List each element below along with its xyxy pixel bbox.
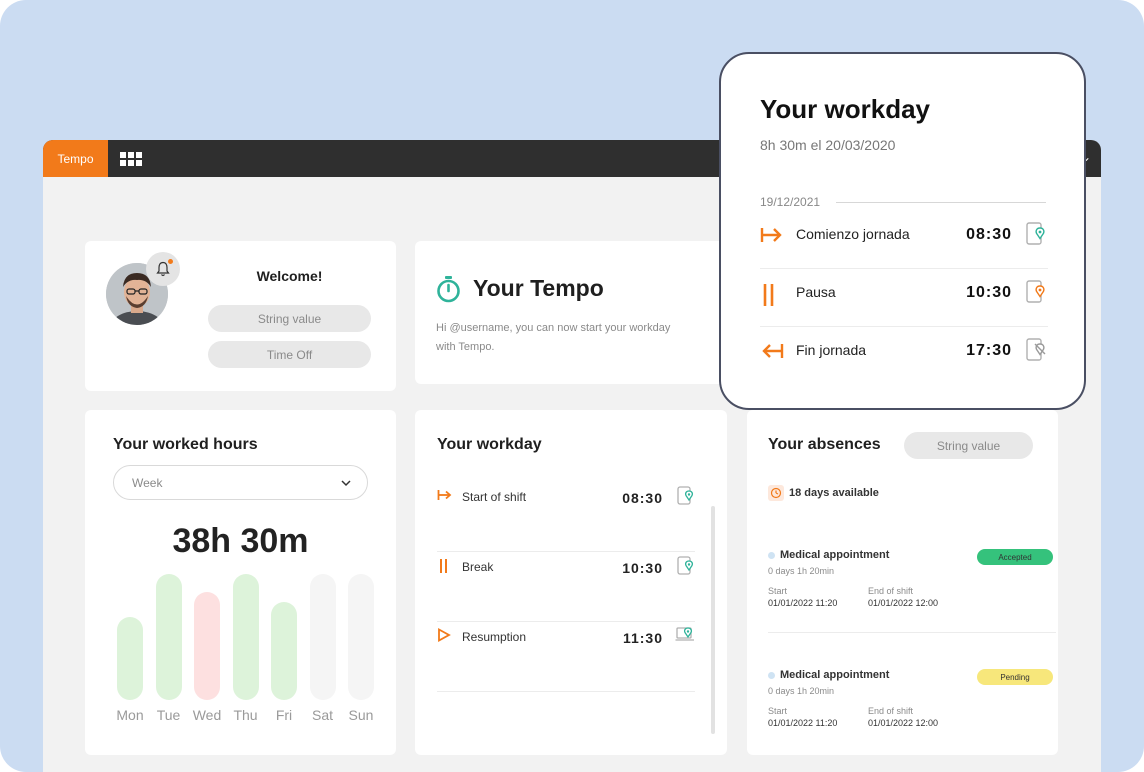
popup-row-time: 08:30 — [966, 226, 1012, 243]
day-label: Sat — [311, 707, 333, 723]
workday-row: Start of shift 08:30 — [437, 482, 695, 552]
notification-dot — [168, 259, 173, 264]
popup-row: Fin jornada 17:30 — [760, 327, 1048, 385]
absence-start-value: 01/01/2022 11:20 — [768, 718, 838, 728]
absences-title: Your absences — [768, 436, 881, 453]
absence-duration: 0 days 1h 20min — [768, 686, 835, 696]
tempo-card: Your Tempo Hi @username, you can now sta… — [415, 241, 745, 384]
days-available-text: 18 days available — [789, 487, 879, 499]
popup-row: Pausa 10:30 — [760, 269, 1048, 327]
end-shift-icon — [762, 344, 784, 358]
workday-row-label: Break — [462, 560, 494, 574]
tempo-description: Hi @username, you can now start your wor… — [436, 322, 671, 353]
absence-end-value: 01/01/2022 12:00 — [868, 598, 939, 608]
absence-start-value: 01/01/2022 11:20 — [768, 598, 838, 608]
status-badge: Pending — [977, 669, 1053, 685]
workday-row-label: Resumption — [462, 630, 527, 644]
play-icon — [438, 628, 451, 642]
hours-bar-chart — [117, 570, 374, 700]
welcome-title: Welcome! — [256, 268, 323, 284]
absence-item[interactable]: Medical appointment 0 days 1h 20min Star… — [768, 549, 1056, 659]
day-label: Mon — [116, 707, 144, 723]
no-location-device-icon[interactable] — [1026, 338, 1048, 362]
pause-icon — [763, 284, 774, 306]
absences-card: Your absences String value 18 days avail… — [747, 410, 1058, 755]
absence-name: Medical appointment — [768, 549, 889, 561]
start-shift-icon — [437, 490, 452, 500]
absence-end-label: End of shift — [868, 706, 914, 716]
day-bar-wed — [194, 592, 220, 700]
workday-row-time: 10:30 — [622, 560, 663, 576]
bell-icon — [156, 261, 170, 277]
popup-row-label: Comienzo jornada — [796, 226, 910, 242]
workday-row: Resumption 11:30 — [437, 622, 695, 692]
absence-name: Medical appointment — [768, 669, 889, 681]
workday-row-label: Start of shift — [462, 490, 527, 504]
location-device-icon[interactable] — [1026, 280, 1048, 304]
absence-duration: 0 days 1h 20min — [768, 566, 835, 576]
period-select[interactable]: Week — [113, 465, 368, 500]
workday-row-time: 11:30 — [622, 630, 663, 646]
popup-row: Comienzo jornada 08:30 — [760, 211, 1048, 269]
day-bar-mon — [117, 617, 143, 700]
chevron-down-icon — [341, 480, 351, 487]
status-badge: Accepted — [977, 549, 1053, 565]
popup-row-label: Fin jornada — [796, 342, 867, 358]
popup-subtitle: 8h 30m el 20/03/2020 — [760, 137, 896, 153]
day-bar-sun — [348, 574, 374, 700]
popup-row-time: 17:30 — [966, 342, 1012, 359]
location-device-icon[interactable] — [1026, 222, 1048, 246]
day-bar-sat — [309, 574, 336, 700]
workday-row: Break 10:30 — [437, 552, 695, 622]
stopwatch-icon — [437, 276, 460, 303]
day-label: Fri — [275, 707, 293, 723]
absence-start-label: Start — [768, 706, 788, 716]
popup-row-label: Pausa — [796, 284, 836, 300]
days-available: 18 days available — [768, 485, 879, 501]
day-bar-thu — [232, 574, 259, 700]
app-grid-icon[interactable] — [120, 152, 142, 166]
absence-end-label: End of shift — [868, 586, 914, 596]
day-label: Sun — [348, 707, 374, 723]
absence-item[interactable]: Medical appointment 0 days 1h 20min Star… — [768, 669, 1056, 755]
location-device-icon[interactable] — [677, 556, 695, 576]
start-shift-icon — [760, 228, 782, 242]
workday-card: Your workday Start of shift 08:30 Break … — [415, 410, 727, 755]
workday-title: Your workday — [437, 436, 542, 453]
divider — [836, 202, 1046, 203]
absences-filter-button[interactable]: String value — [904, 432, 1033, 459]
pause-icon — [440, 559, 447, 573]
popup-title: Your workday — [760, 94, 931, 124]
day-label: Wed — [192, 707, 222, 723]
absence-end-value: 01/01/2022 12:00 — [868, 718, 939, 728]
popup-row-time: 10:30 — [966, 284, 1012, 301]
workday-row-time: 08:30 — [622, 490, 663, 506]
divider — [768, 632, 1056, 633]
day-bar-fri — [271, 602, 297, 700]
string-value-button[interactable]: String value — [208, 305, 371, 332]
absence-start-label: Start — [768, 586, 788, 596]
history-icon — [768, 485, 784, 501]
day-bar-tue — [155, 574, 182, 700]
day-label: Tue — [156, 707, 181, 723]
location-device-icon[interactable] — [677, 486, 695, 506]
brand-tab[interactable]: Tempo — [43, 140, 108, 177]
time-off-button[interactable]: Time Off — [208, 341, 371, 368]
notification-button[interactable] — [146, 252, 180, 286]
welcome-card: Welcome! String value Time Off — [85, 241, 396, 391]
popup-date: 19/12/2021 — [760, 195, 821, 209]
worked-hours-card: Your worked hours Week 38h 30m Mon Tue Wed… — [85, 410, 396, 755]
worked-hours-title: Your worked hours — [113, 436, 258, 453]
tempo-title: Your Tempo — [473, 275, 604, 301]
period-select-value: Week — [132, 475, 163, 490]
scrollbar[interactable] — [711, 506, 715, 734]
day-label: Thu — [233, 707, 258, 723]
avatar — [106, 263, 168, 325]
workday-popup: Your workday 8h 30m el 20/03/2020 19/12/… — [719, 52, 1086, 410]
worked-hours-total: 38h 30m — [172, 522, 309, 560]
location-laptop-icon[interactable] — [675, 626, 695, 644]
